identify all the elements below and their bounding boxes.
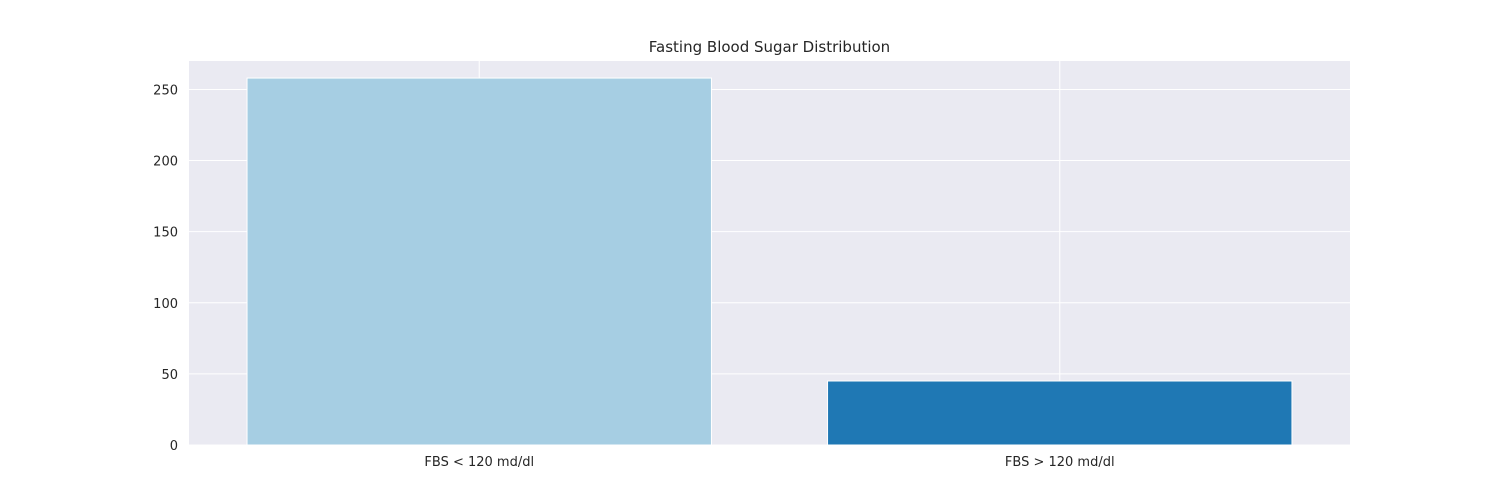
y-tick-label: 150 [153,226,178,241]
y-axis-ticks: 0 50 100 150 200 250 [153,83,178,454]
bar [246,77,712,446]
y-tick-label: 100 [153,297,178,312]
bar [827,380,1293,446]
bars [246,77,1293,446]
y-tick-label: 250 [153,83,178,98]
chart-title: Fasting Blood Sugar Distribution [649,38,890,56]
x-tick-label: FBS < 120 md/dl [424,455,534,470]
x-axis-ticks: FBS < 120 md/dl FBS > 120 md/dl [424,455,1114,470]
y-tick-label: 0 [170,439,178,454]
y-tick-label: 50 [161,368,178,383]
y-tick-label: 200 [153,155,178,170]
x-tick-label: FBS > 120 md/dl [1005,455,1115,470]
